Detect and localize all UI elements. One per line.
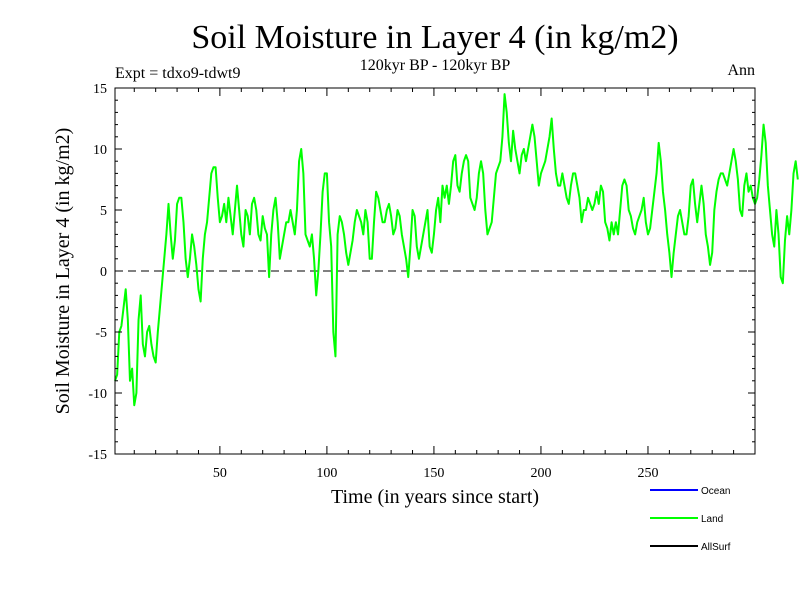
series-line-land xyxy=(114,93,799,407)
plot-frame xyxy=(114,87,756,455)
y-tick-label: -5 xyxy=(95,326,107,341)
y-tick-label: 15 xyxy=(93,82,107,97)
y-axis-label: Soil Moisture in Layer 4 (in kg/m2) xyxy=(52,128,74,415)
x-axis-label: Time (in years since start) xyxy=(331,486,539,508)
y-tick-label: -15 xyxy=(88,448,107,463)
y-tick-label: 5 xyxy=(100,204,107,219)
legend-label-ocean: Ocean xyxy=(701,486,730,497)
legend-label-allsurf: AllSurf xyxy=(701,542,731,553)
experiment-label: Expt = tdxo9-tdwt9 xyxy=(115,65,240,82)
chart-subtitle: 120kyr BP - 120kyr BP xyxy=(360,57,511,74)
x-tick-label: 250 xyxy=(637,466,658,481)
chart-title: Soil Moisture in Layer 4 (in kg/m2) xyxy=(191,19,678,56)
legend: Ocean Land AllSurf xyxy=(650,486,731,553)
x-tick-label: 200 xyxy=(530,466,551,481)
x-tick-label: 50 xyxy=(213,466,227,481)
plot-area: -15 -10 -5 0 5 10 15 50 100 150 200 250 xyxy=(88,82,799,481)
y-tick-label: -10 xyxy=(88,387,107,402)
x-tick-label: 150 xyxy=(423,466,444,481)
period-label: Ann xyxy=(727,62,755,79)
y-tick-label: 10 xyxy=(93,143,107,158)
x-tick-label: 100 xyxy=(316,466,337,481)
legend-label-land: Land xyxy=(701,514,723,525)
y-tick-label: 0 xyxy=(100,265,107,280)
